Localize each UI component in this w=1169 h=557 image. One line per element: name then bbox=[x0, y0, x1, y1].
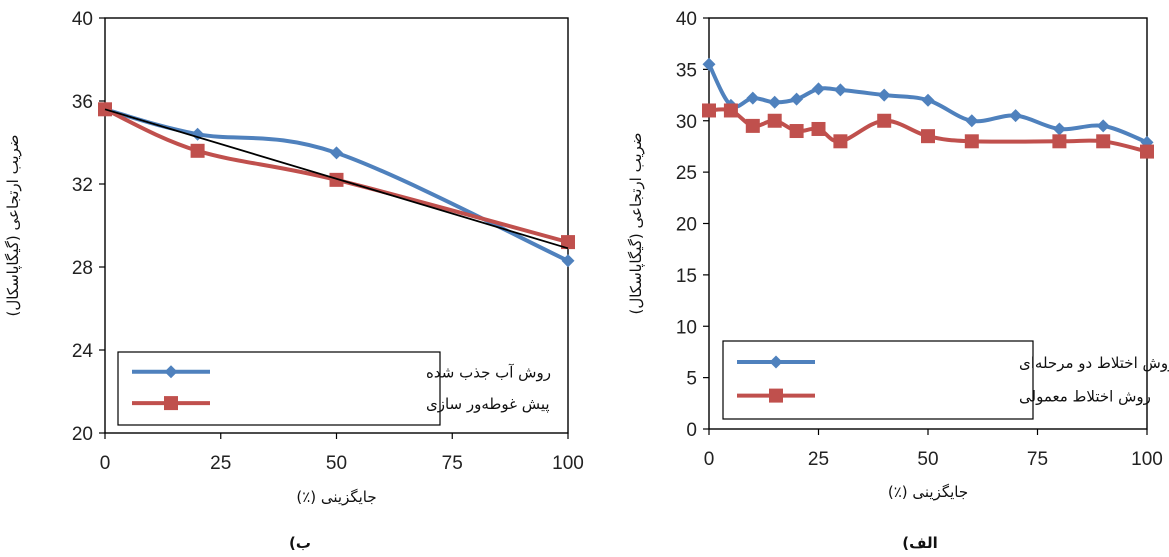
legend-swatch-marker bbox=[164, 365, 178, 379]
data-point bbox=[964, 134, 979, 149]
y-tick-label: 28 bbox=[72, 258, 93, 279]
data-point bbox=[723, 103, 738, 118]
data-point bbox=[767, 113, 782, 128]
data-point bbox=[877, 88, 891, 102]
data-point bbox=[833, 134, 848, 149]
panel-caption: ب) bbox=[289, 534, 311, 552]
x-tick-label: 100 bbox=[1131, 449, 1163, 470]
panel-caption: الف) bbox=[902, 534, 938, 552]
y-tick-label: 36 bbox=[72, 92, 93, 113]
y-tick-label: 15 bbox=[676, 266, 697, 287]
legend-label: روش اختلاط دو مرحله‌ای bbox=[1019, 354, 1169, 372]
x-tick-label: 100 bbox=[552, 453, 584, 474]
data-point bbox=[833, 83, 847, 97]
data-point bbox=[811, 121, 826, 136]
x-tick-label: 75 bbox=[1027, 449, 1048, 470]
y-axis-label: ضریب ارتجاعی (گیگاپاسکال) bbox=[627, 132, 646, 314]
data-point bbox=[1140, 144, 1154, 159]
y-tick-label: 20 bbox=[72, 424, 93, 445]
y-tick-label: 30 bbox=[676, 112, 697, 133]
x-tick-label: 50 bbox=[917, 449, 938, 470]
y-tick-label: 40 bbox=[676, 9, 697, 30]
data-point bbox=[1096, 134, 1111, 149]
data-point bbox=[921, 129, 935, 144]
series-red bbox=[702, 103, 1154, 159]
x-tick-label: 50 bbox=[326, 453, 347, 474]
chart-right: 0 5 10 15 20 25 30 35 40 0 25 50 75 100 جایگزینی (٪) ضر… bbox=[627, 9, 1169, 552]
y-tick-label: 40 bbox=[72, 9, 93, 30]
x-axis-label: جایگزینی (٪) bbox=[296, 488, 376, 506]
y-tick-label: 0 bbox=[686, 420, 697, 441]
data-point bbox=[561, 235, 575, 250]
legend-swatch-marker bbox=[769, 355, 783, 369]
legend-box bbox=[722, 340, 1034, 420]
data-point bbox=[921, 93, 935, 107]
legend-box bbox=[117, 351, 441, 426]
y-axis-label: ضریب ارتجاعی (گیگاپاسکال) bbox=[4, 134, 23, 316]
x-tick-label: 75 bbox=[442, 453, 463, 474]
data-point bbox=[329, 172, 344, 187]
data-point bbox=[1009, 109, 1023, 123]
trendline bbox=[104, 108, 569, 250]
data-point bbox=[965, 114, 979, 128]
data-point bbox=[1096, 119, 1110, 133]
data-point bbox=[330, 146, 343, 160]
data-point bbox=[812, 82, 825, 96]
y-tick-label: 5 bbox=[686, 369, 697, 390]
data-point bbox=[746, 91, 760, 105]
legend-label: پیش غوطه‌ور سازی bbox=[426, 395, 550, 414]
y-tick-label: 20 bbox=[676, 215, 697, 236]
legend-swatch-marker bbox=[164, 396, 178, 411]
legend-swatch-marker bbox=[769, 388, 783, 403]
data-point bbox=[745, 118, 760, 133]
y-tick-label: 32 bbox=[72, 175, 93, 196]
legend-label: روش آب جذب شده bbox=[426, 364, 551, 382]
data-point bbox=[789, 124, 804, 139]
x-axis-label: جایگزینی (٪) bbox=[888, 483, 968, 501]
x-tick-label: 25 bbox=[808, 449, 829, 470]
legend-label: روش اختلاط معمولی bbox=[1019, 388, 1151, 406]
data-point bbox=[768, 95, 782, 109]
x-tick-label: 0 bbox=[704, 449, 715, 470]
y-tick-label: 35 bbox=[676, 60, 697, 81]
data-point bbox=[702, 57, 716, 71]
legend: روش آب جذب شده پیش غوطه‌ور سازی bbox=[117, 351, 551, 426]
data-point bbox=[877, 113, 892, 128]
data-point bbox=[561, 254, 575, 268]
data-point bbox=[702, 103, 716, 118]
data-point bbox=[1052, 134, 1067, 149]
data-point bbox=[790, 92, 804, 106]
x-tick-label: 25 bbox=[210, 453, 231, 474]
data-point bbox=[190, 143, 205, 158]
y-tick-label: 10 bbox=[676, 317, 697, 338]
data-point bbox=[1052, 122, 1066, 136]
chart-left: 20 24 28 32 36 40 0 25 50 75 100 جایگزینی (٪) ضریب ا… bbox=[4, 9, 584, 552]
y-tick-label: 24 bbox=[72, 341, 94, 362]
x-tick-label: 0 bbox=[100, 453, 111, 474]
y-tick-label: 25 bbox=[676, 163, 697, 184]
series-red bbox=[98, 102, 575, 250]
series-line bbox=[103, 107, 570, 245]
legend: روش اختلاط دو مرحله‌ای روش اختلاط معمولی bbox=[722, 340, 1169, 420]
